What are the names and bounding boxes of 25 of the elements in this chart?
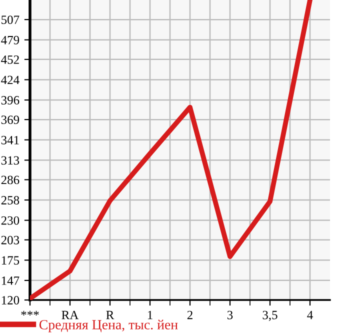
y-tick-label: 313 xyxy=(1,156,20,165)
y-tick-label: 175 xyxy=(2,256,20,265)
x-tick-label: RA xyxy=(62,310,79,320)
y-tick-label: 479 xyxy=(1,36,20,44)
y-tick-label: 120 xyxy=(2,296,20,304)
x-tick-label: 1 xyxy=(148,310,152,320)
y-tick-label: 286 xyxy=(1,176,20,184)
x-tick-label: 4 xyxy=(307,310,313,320)
x-tick-label: 2 xyxy=(187,310,192,320)
y-tick-label: 396 xyxy=(1,96,20,104)
y-tick-label: 424 xyxy=(1,76,20,84)
y-tick-label: 369 xyxy=(1,116,20,124)
x-tick-label: 3,5 xyxy=(262,310,278,322)
legend-label: Средняя Цена, тыс. йен xyxy=(39,320,178,332)
y-tick-label: 452 xyxy=(1,55,19,64)
y-tick-label: 230 xyxy=(1,216,20,225)
y-tick-label: 258 xyxy=(1,196,20,204)
y-tick-label: 341 xyxy=(1,136,19,144)
y-tick-label: 147 xyxy=(2,276,20,285)
y-tick-label: 507 xyxy=(2,16,20,24)
x-tick-label: R xyxy=(106,310,114,320)
x-tick-label: *** xyxy=(21,310,39,316)
line-series xyxy=(30,0,312,300)
y-tick-label: 203 xyxy=(1,236,20,244)
x-tick-label: 3 xyxy=(227,310,233,320)
